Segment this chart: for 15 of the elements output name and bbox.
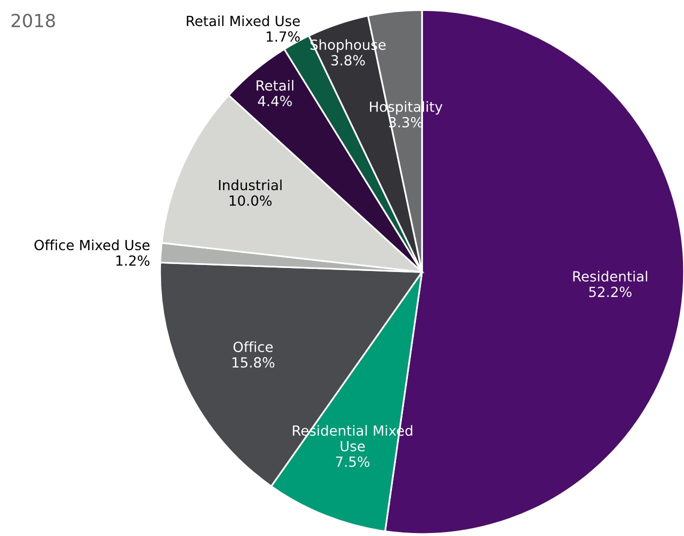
chart-title: 2018 bbox=[12, 14, 55, 28]
data-label: 7.5% bbox=[336, 456, 370, 467]
slice-label: Industrial bbox=[219, 180, 282, 190]
slice-label: Retail Mixed Use bbox=[186, 15, 300, 26]
slice-label: Retail bbox=[256, 80, 294, 91]
data-label: 15.8% bbox=[232, 357, 274, 368]
slice-label: Office Mixed Use bbox=[34, 240, 150, 250]
slice-label: Residential bbox=[573, 270, 648, 282]
data-label: 10.0% bbox=[230, 195, 272, 206]
data-label: 3.8% bbox=[331, 55, 365, 66]
slice-label: Office bbox=[233, 341, 273, 352]
data-label: 4.4% bbox=[258, 96, 292, 106]
data-label: 1.7% bbox=[266, 31, 300, 42]
data-label: 1.2% bbox=[116, 255, 150, 266]
data-label: 52.2% bbox=[589, 286, 632, 298]
